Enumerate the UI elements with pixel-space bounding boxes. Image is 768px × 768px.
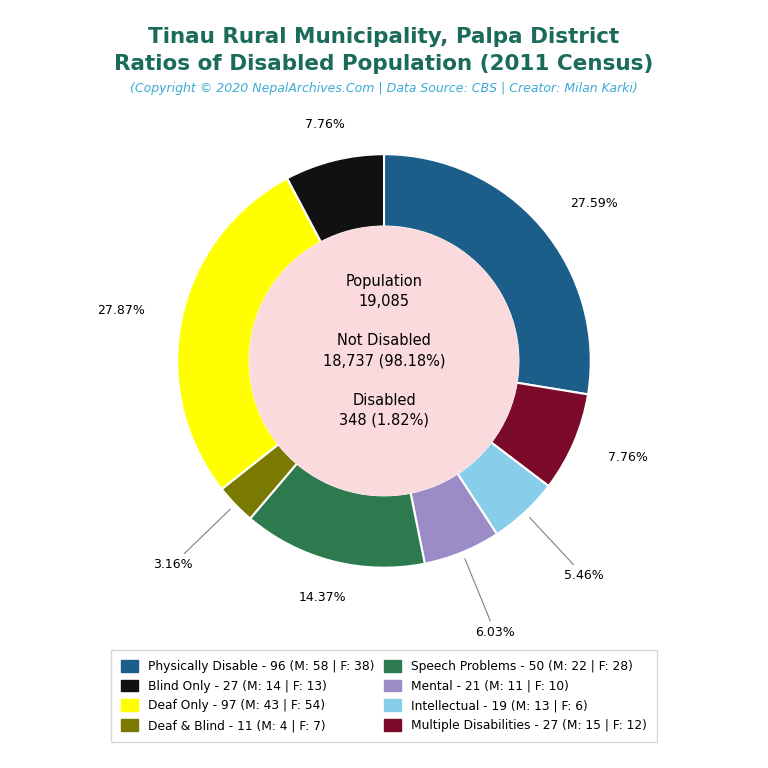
Text: 7.76%: 7.76% [305, 118, 345, 131]
Text: Population
19,085

Not Disabled
18,737 (98.18%)

Disabled
348 (1.82%): Population 19,085 Not Disabled 18,737 (9… [323, 274, 445, 428]
Wedge shape [491, 382, 588, 486]
Legend: Physically Disable - 96 (M: 58 | F: 38), Blind Only - 27 (M: 14 | F: 13), Deaf O: Physically Disable - 96 (M: 58 | F: 38),… [111, 650, 657, 742]
Wedge shape [222, 444, 297, 518]
Circle shape [250, 227, 518, 495]
Text: 14.37%: 14.37% [300, 591, 347, 604]
Wedge shape [287, 154, 384, 242]
Wedge shape [250, 463, 425, 568]
Text: 7.76%: 7.76% [608, 451, 648, 464]
Text: Tinau Rural Municipality, Palpa District: Tinau Rural Municipality, Palpa District [148, 27, 620, 47]
Wedge shape [177, 178, 321, 489]
Text: Ratios of Disabled Population (2011 Census): Ratios of Disabled Population (2011 Cens… [114, 54, 654, 74]
Text: 6.03%: 6.03% [465, 559, 515, 639]
Text: (Copyright © 2020 NepalArchives.Com | Data Source: CBS | Creator: Milan Karki): (Copyright © 2020 NepalArchives.Com | Da… [130, 82, 638, 95]
Wedge shape [411, 474, 497, 564]
Wedge shape [458, 442, 548, 535]
Text: 27.87%: 27.87% [98, 304, 145, 317]
Text: 3.16%: 3.16% [153, 509, 230, 571]
Text: 27.59%: 27.59% [570, 197, 617, 210]
Wedge shape [384, 154, 591, 395]
Text: 5.46%: 5.46% [530, 518, 604, 582]
